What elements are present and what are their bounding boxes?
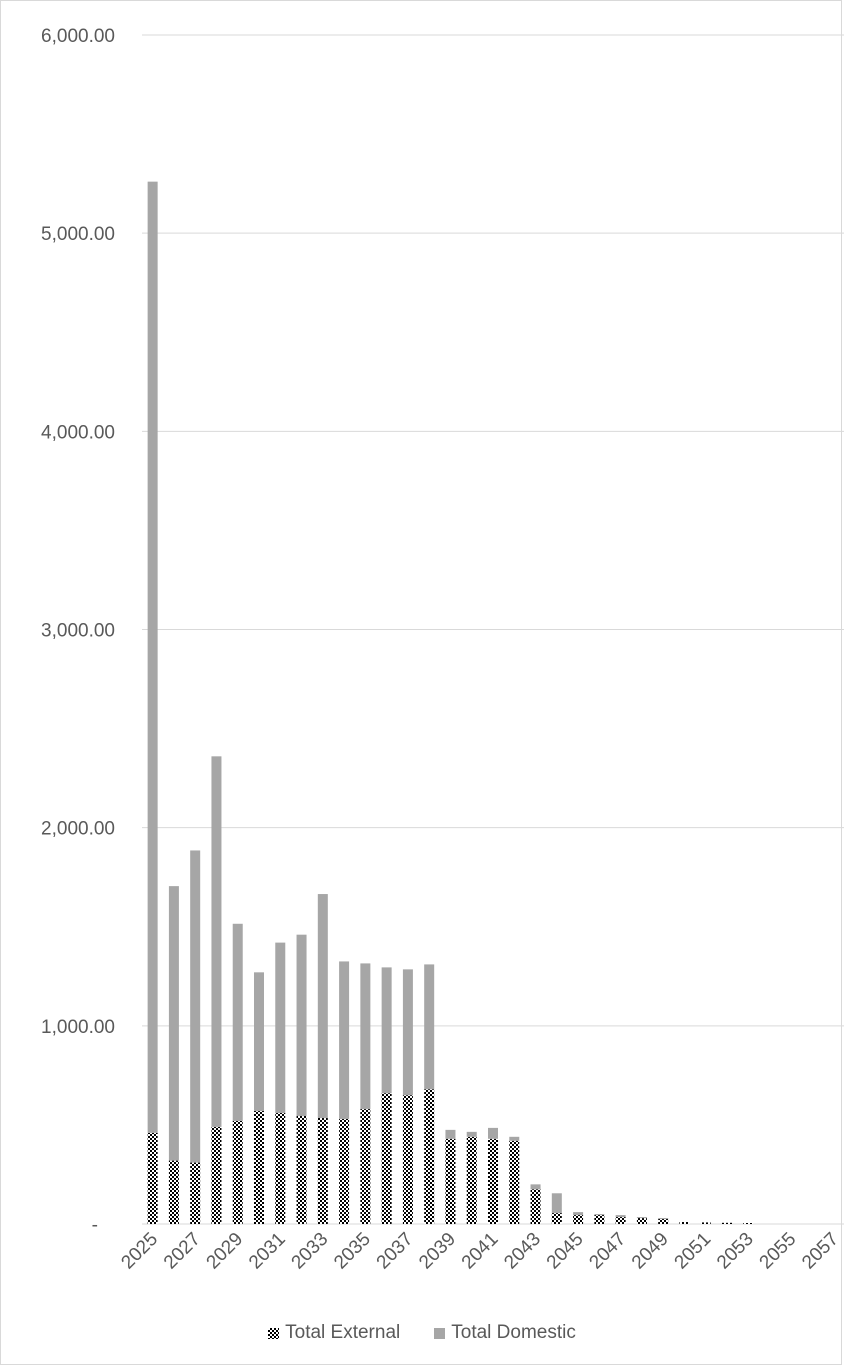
- bar-domestic-2040: [466, 1131, 477, 1137]
- legend-label-external: Total External: [285, 1322, 401, 1343]
- bar-external-2028: [211, 1126, 222, 1224]
- bar-domestic-2048: [636, 1217, 647, 1219]
- bar-external-2025: [147, 1132, 158, 1224]
- bar-domestic-2038: [424, 964, 435, 1090]
- bar-external-2027: [190, 1162, 201, 1224]
- bar-domestic-2043: [530, 1184, 541, 1190]
- bar-external-2033: [317, 1117, 328, 1224]
- bar-external-2040: [466, 1136, 477, 1224]
- x-tick-label: 2049: [628, 1229, 673, 1274]
- bar-external-2049: [658, 1219, 669, 1224]
- bar-external-2038: [424, 1089, 435, 1224]
- y-tick-label: -: [92, 1215, 98, 1236]
- x-tick-label: 2053: [713, 1229, 758, 1274]
- bar-domestic-2039: [445, 1129, 456, 1139]
- bar-external-2043: [530, 1189, 541, 1224]
- y-tick-label: 2,000.00: [41, 819, 115, 840]
- legend-label-domestic: Total Domestic: [451, 1322, 576, 1343]
- bar-external-2050: [679, 1222, 690, 1224]
- bar-domestic-2025: [147, 181, 158, 1133]
- bar-domestic-2042: [509, 1136, 520, 1141]
- bar-external-2032: [296, 1115, 307, 1224]
- x-tick-label: 2035: [330, 1229, 375, 1274]
- bar-external-2046: [594, 1215, 605, 1224]
- bar-external-2039: [445, 1138, 456, 1224]
- bar-external-2036: [381, 1093, 392, 1224]
- bar-external-2044: [551, 1213, 562, 1224]
- bar-domestic-2031: [275, 942, 286, 1114]
- bar-external-2041: [488, 1138, 498, 1224]
- bar-domestic-2029: [232, 923, 243, 1121]
- legend-swatch-domestic: [434, 1327, 446, 1339]
- gridlines: [142, 34, 844, 1225]
- x-tick-label: 2047: [585, 1229, 630, 1274]
- y-tick-label: 4,000.00: [41, 422, 115, 443]
- y-axis-labels: - 1,000.00 2,000.00 3,000.00 4,000.00 5,000.0…: [41, 26, 115, 1236]
- bar-domestic-2045: [573, 1212, 584, 1216]
- bar-domestic-2028: [211, 756, 222, 1127]
- bar-external-2031: [275, 1113, 286, 1224]
- bar-domestic-2046: [594, 1214, 605, 1216]
- y-tick-label: 1,000.00: [41, 1017, 115, 1038]
- y-tick-label: 6,000.00: [41, 26, 115, 47]
- bar-domestic-2033: [317, 894, 328, 1118]
- legend-swatch-external: [268, 1327, 280, 1339]
- bar-domestic-2044: [551, 1193, 562, 1214]
- x-tick-label: 2043: [500, 1229, 545, 1274]
- bar-external-2052: [722, 1222, 732, 1224]
- legend-item-domestic: Total Domestic: [434, 1322, 576, 1344]
- x-tick-label: 2029: [203, 1229, 248, 1274]
- bar-domestic-2036: [381, 967, 392, 1094]
- bar-external-2047: [615, 1217, 626, 1224]
- y-tick-label: 3,000.00: [41, 621, 115, 642]
- legend: Total External Total Domestic: [0, 1322, 844, 1344]
- bar-external-2035: [360, 1109, 371, 1224]
- x-tick-label: 2045: [543, 1229, 588, 1274]
- bar-external-2045: [573, 1215, 584, 1224]
- bar-domestic-2041: [488, 1127, 498, 1139]
- bar-domestic-2037: [402, 969, 413, 1096]
- bar-domestic-2047: [615, 1215, 626, 1218]
- bar-external-2029: [232, 1120, 243, 1224]
- bar-external-2042: [509, 1140, 520, 1224]
- bar-external-2034: [339, 1118, 350, 1224]
- x-tick-label: 2055: [756, 1229, 801, 1274]
- bar-domestic-2027: [190, 850, 201, 1163]
- x-tick-label: 2039: [415, 1229, 460, 1274]
- bar-external-2048: [636, 1218, 647, 1224]
- x-tick-label: 2037: [373, 1229, 418, 1274]
- x-tick-label: 2031: [245, 1229, 290, 1274]
- x-tick-label: 2027: [160, 1229, 205, 1274]
- bar-domestic-2030: [254, 972, 264, 1112]
- bar-domestic-2035: [360, 963, 371, 1110]
- x-tick-label: 2025: [117, 1229, 162, 1274]
- x-tick-label: 2033: [288, 1229, 333, 1274]
- x-tick-label: 2051: [671, 1229, 716, 1274]
- bar-external-2051: [700, 1222, 711, 1224]
- bar-domestic-2032: [296, 934, 307, 1116]
- legend-item-external: Total External: [268, 1322, 400, 1344]
- bar-domestic-2026: [168, 886, 179, 1161]
- bar-external-2053: [743, 1223, 754, 1224]
- bar-external-2026: [168, 1160, 179, 1224]
- bar-external-2037: [402, 1095, 413, 1224]
- bar-domestic-2034: [339, 961, 350, 1119]
- x-tick-label: 2057: [798, 1229, 843, 1274]
- bar-external-2030: [254, 1111, 264, 1224]
- bar-domestic-2049: [658, 1218, 669, 1220]
- x-tick-label: 2041: [458, 1229, 503, 1274]
- y-tick-label: 5,000.00: [41, 224, 115, 245]
- x-axis-labels: 2025202720292031203320352037203920412043…: [117, 1229, 842, 1274]
- bars: [147, 181, 754, 1224]
